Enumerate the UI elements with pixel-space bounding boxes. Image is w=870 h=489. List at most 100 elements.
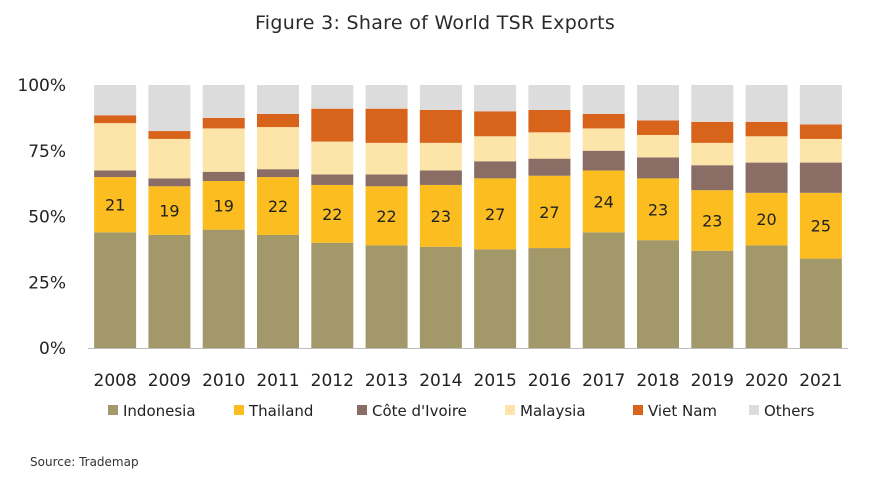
bar-segment-others-2009 (148, 85, 191, 132)
bar-segment-viet-nam-2013 (365, 108, 408, 143)
x-tick-label: 2014 (419, 371, 462, 391)
bar-segment-thailand-2011 (257, 177, 299, 235)
bar-segment-others-2017 (582, 85, 625, 114)
data-label-thailand-2012: 22 (322, 205, 342, 224)
bars-group (94, 85, 842, 349)
legend-label-malaysia: Malaysia (520, 402, 586, 420)
bar-segment-indonesia-2013 (365, 245, 408, 348)
data-label-thailand-2013: 22 (376, 207, 396, 226)
bar-segment-c-te-d-ivoire-2010 (202, 171, 245, 181)
legend-swatch-viet-nam (633, 405, 643, 415)
bar-segment-thailand-2014 (419, 184, 462, 247)
bar-segment-malaysia-2018 (637, 134, 679, 158)
bar-segment-c-te-d-ivoire-2009 (148, 178, 191, 187)
x-tick-label: 2021 (799, 371, 842, 391)
bar-segment-others-2020 (745, 85, 788, 122)
x-tick-label: 2010 (202, 371, 245, 391)
data-label-thailand-2016: 27 (539, 203, 559, 222)
legend: Indonesia Thailand Côte d'Ivoire Malaysia Vi… (108, 402, 815, 420)
data-labels-group: 21 19 19 22 22 22 23 27 27 24 23 23 20 25 (105, 192, 831, 235)
bar-segment-indonesia-2018 (637, 240, 679, 348)
bar-segment-viet-nam-2009 (148, 131, 191, 139)
legend-swatch-c-te-d-ivoire (357, 405, 367, 415)
bar-segment-c-te-d-ivoire-2015 (474, 161, 517, 179)
bar-segment-others-2014 (419, 85, 462, 110)
data-label-thailand-2008: 21 (105, 196, 125, 215)
data-label-thailand-2019: 23 (702, 211, 722, 230)
bar-segment-others-2018 (637, 85, 679, 121)
bar-segment-thailand-2016 (528, 175, 571, 249)
bar-segment-viet-nam-2018 (637, 120, 679, 135)
bar-segment-malaysia-2012 (311, 141, 354, 175)
bar-segment-thailand-2020 (745, 192, 788, 246)
bar-segment-malaysia-2017 (582, 128, 625, 151)
bar-segment-malaysia-2014 (419, 142, 462, 171)
bar-segment-viet-nam-2021 (799, 124, 842, 139)
legend-swatch-others (749, 405, 759, 415)
bar-segment-others-2015 (474, 85, 517, 112)
bar-segment-c-te-d-ivoire-2017 (582, 150, 625, 171)
bar-segment-thailand-2010 (202, 181, 245, 230)
bar-segment-indonesia-2008 (94, 232, 137, 348)
data-label-thailand-2018: 23 (648, 200, 668, 219)
bar-segment-thailand-2018 (637, 178, 679, 241)
data-label-thailand-2009: 19 (159, 202, 179, 221)
data-label-thailand-2010: 19 (214, 196, 234, 215)
bar-segment-indonesia-2011 (257, 234, 299, 348)
data-label-thailand-2017: 24 (594, 192, 614, 211)
bar-segment-others-2008 (94, 85, 137, 116)
chart-title: Figure 3: Share of World TSR Exports (254, 12, 616, 34)
x-tick-label: 2013 (365, 371, 408, 391)
bar-segment-viet-nam-2020 (745, 121, 788, 137)
x-tick-label: 2012 (311, 371, 354, 391)
x-axis: 2008 2009 2010 2011 2012 2013 2014 2015 2016 2017… (94, 371, 843, 391)
y-tick-label: 25% (28, 273, 66, 293)
bar-segment-malaysia-2020 (745, 136, 788, 163)
bar-segment-others-2012 (311, 85, 354, 109)
bar-segment-malaysia-2019 (691, 142, 734, 166)
bar-segment-indonesia-2010 (202, 229, 245, 348)
bar-segment-viet-nam-2012 (311, 108, 354, 142)
bar-segment-viet-nam-2015 (474, 111, 517, 137)
legend-label-viet-nam: Viet Nam (648, 402, 717, 420)
bar-segment-c-te-d-ivoire-2016 (528, 158, 571, 176)
x-tick-label: 2019 (691, 371, 734, 391)
bar-segment-viet-nam-2011 (257, 113, 299, 128)
x-tick-label: 2017 (582, 371, 625, 391)
bar-segment-indonesia-2019 (691, 250, 734, 348)
bar-segment-others-2013 (365, 85, 408, 109)
bar-segment-malaysia-2010 (202, 128, 245, 172)
bar-segment-c-te-d-ivoire-2011 (257, 169, 299, 178)
bar-segment-viet-nam-2017 (582, 113, 625, 129)
x-tick-label: 2011 (256, 371, 299, 391)
x-tick-label: 2018 (636, 371, 679, 391)
bar-segment-others-2021 (799, 85, 842, 125)
bar-segment-indonesia-2014 (419, 246, 462, 348)
data-label-thailand-2015: 27 (485, 205, 505, 224)
bar-segment-thailand-2015 (474, 178, 517, 250)
bar-segment-malaysia-2009 (148, 138, 191, 179)
bar-segment-viet-nam-2019 (691, 121, 734, 143)
bar-segment-thailand-2021 (799, 192, 842, 259)
bar-segment-malaysia-2008 (94, 123, 137, 171)
y-tick-label: 75% (28, 142, 66, 162)
legend-swatch-thailand (234, 405, 244, 415)
legend-label-thailand: Thailand (248, 402, 313, 420)
y-axis: 0% 25% 50% 75% 100% (17, 76, 66, 359)
bar-segment-malaysia-2021 (799, 138, 842, 163)
bar-segment-c-te-d-ivoire-2014 (419, 170, 462, 185)
y-tick-label: 50% (28, 208, 66, 228)
bar-segment-c-te-d-ivoire-2008 (94, 170, 137, 178)
x-tick-label: 2008 (94, 371, 137, 391)
bar-segment-thailand-2019 (691, 190, 734, 251)
legend-label-others: Others (764, 402, 815, 420)
bar-segment-malaysia-2011 (257, 127, 299, 170)
legend-label-c-te-d-ivoire: Côte d'Ivoire (372, 402, 467, 420)
bar-segment-malaysia-2015 (474, 136, 517, 162)
bar-segment-thailand-2008 (94, 177, 137, 233)
bar-segment-viet-nam-2014 (419, 109, 462, 143)
bar-segment-c-te-d-ivoire-2013 (365, 174, 408, 187)
bar-segment-thailand-2009 (148, 186, 191, 235)
bar-segment-indonesia-2012 (311, 242, 354, 348)
y-tick-label: 100% (17, 76, 66, 96)
